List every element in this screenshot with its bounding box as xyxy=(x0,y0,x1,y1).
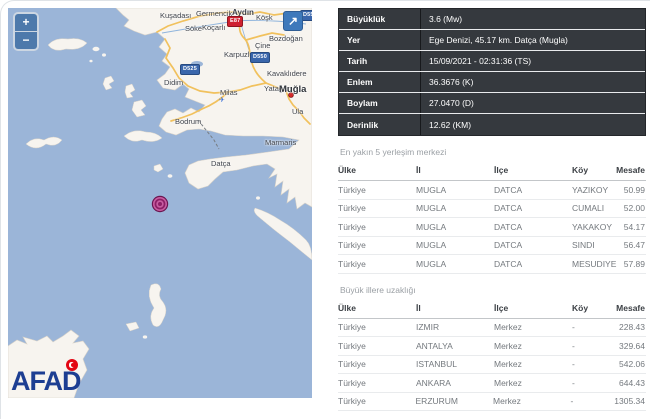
earthquake-detail-panel: Büyüklük 3.6 (Mw) Yer Ege Denizi, 45.17 … xyxy=(338,8,646,411)
detail-row: Tarih 15/09/2021 - 02:31:36 (TS) xyxy=(339,51,645,72)
island-patmos xyxy=(102,75,115,91)
islet xyxy=(214,166,220,170)
table-row: Türkiye ANTALYA Merkez -329.64 xyxy=(338,337,646,356)
table-row: Türkiye ISTANBUL Merkez -542.06 xyxy=(338,356,646,374)
zoom-out-button[interactable]: − xyxy=(15,32,37,49)
islet xyxy=(89,59,93,63)
table-row: Türkiye IZMIR Merkez -228.43 xyxy=(338,319,646,337)
zoom-control: + − xyxy=(13,12,39,51)
island-astypalaia xyxy=(25,136,63,149)
detail-value: 36.3676 (K) xyxy=(429,77,474,87)
col-header: Mesafe xyxy=(616,165,645,175)
col-header: İlçe xyxy=(494,165,509,175)
detail-label: Enlem xyxy=(339,72,421,92)
details-table: Büyüklük 3.6 (Mw) Yer Ege Denizi, 45.17 … xyxy=(338,8,646,136)
detail-row: Derinlik 12.62 (KM) xyxy=(339,114,645,135)
map-canvas xyxy=(8,8,312,398)
island-karpathos xyxy=(148,283,167,327)
detail-label: Büyüklük xyxy=(339,9,421,29)
col-header: Köy xyxy=(572,165,589,175)
detail-row: Yer Ege Denizi, 45.17 km. Datça (Mugla) xyxy=(339,30,645,51)
island-crete xyxy=(8,329,90,398)
major-cities-section: Büyük illere uzaklığı Ülke İl İlçe Köy M… xyxy=(338,284,646,411)
detail-label: Derinlik xyxy=(339,114,421,135)
island-rhodes xyxy=(253,207,312,261)
table-row: Türkiye ERZURUM Merkez -1305.34 xyxy=(338,393,646,411)
col-header: Köy xyxy=(572,302,589,313)
island-symi xyxy=(256,196,260,200)
detail-value: 3.6 (Mw) xyxy=(429,14,463,24)
detail-value: Ege Denizi, 45.17 km. Datça (Mugla) xyxy=(429,35,568,45)
table-row: Türkiye ANKARA Merkez -644.43 xyxy=(338,374,646,393)
detail-label: Boylam xyxy=(339,93,421,113)
island-leros xyxy=(124,83,136,99)
islet xyxy=(142,335,148,339)
table-row: Türkiye MUGLA DATCA SINDI 56.47 xyxy=(338,237,646,255)
col-header: Mesafe xyxy=(616,302,645,313)
islet xyxy=(153,163,164,173)
section-title: En yakın 5 yerleşim merkezi xyxy=(340,147,447,157)
detail-row: Boylam 27.0470 (D) xyxy=(339,93,645,114)
road-shield-e87: E87 xyxy=(227,16,244,27)
col-header: İl xyxy=(416,165,421,175)
island-kalymnos xyxy=(131,99,147,118)
zoom-in-button[interactable]: + xyxy=(15,14,37,31)
island-kos xyxy=(123,130,163,142)
table-header: Ülke İl İlçe Köy Mesafe xyxy=(338,163,646,181)
islet xyxy=(92,46,100,52)
table-row: Türkiye MUGLA DATCA YAKAKOY 54.17 xyxy=(338,218,646,237)
expand-button[interactable]: ↗ xyxy=(283,11,303,31)
expand-icon: ↗ xyxy=(287,14,299,28)
nearest-settlements-section: En yakın 5 yerleşim merkezi Ülke İl İlçe… xyxy=(338,147,646,274)
col-header: İlçe xyxy=(494,302,509,313)
detail-value: 15/09/2021 - 02:31:36 (TS) xyxy=(429,56,532,66)
detail-label: Tarih xyxy=(339,51,421,71)
mugla-marker xyxy=(288,92,294,98)
detail-row: Büyüklük 3.6 (Mw) xyxy=(339,9,645,30)
map[interactable]: Kuşadası Germencik Aydın Köşk Söke Koçar… xyxy=(8,8,312,398)
section-title: Büyük illere uzaklığı xyxy=(340,284,416,295)
islet xyxy=(167,174,173,178)
col-header: İl xyxy=(416,302,421,313)
islet xyxy=(102,53,106,57)
detail-value: 12.62 (KM) xyxy=(429,119,472,130)
col-header: Ülke xyxy=(338,302,356,313)
col-header: Ülke xyxy=(338,165,356,175)
detail-value: 27.0470 (D) xyxy=(429,98,474,108)
table-row: Türkiye MUGLA DATCA CUMALI 52.00 xyxy=(338,200,646,218)
detail-row: Enlem 36.3676 (K) xyxy=(339,72,645,93)
road-shield-d525: D525 xyxy=(180,64,200,75)
island-kasos xyxy=(125,321,140,332)
island-samos xyxy=(47,38,88,51)
table-row: Türkiye MUGLA DATCA YAZIKOY 50.99 xyxy=(338,181,646,200)
table-header: Ülke İl İlçe Köy Mesafe xyxy=(338,301,646,319)
detail-label: Yer xyxy=(339,30,421,50)
earthquake-marker[interactable] xyxy=(151,195,169,213)
ferry-route xyxy=(197,119,220,150)
road-shield-d550: D550 xyxy=(250,52,270,63)
table-row: Türkiye MUGLA DATCA MESUDIYE 57.89 xyxy=(338,255,646,274)
